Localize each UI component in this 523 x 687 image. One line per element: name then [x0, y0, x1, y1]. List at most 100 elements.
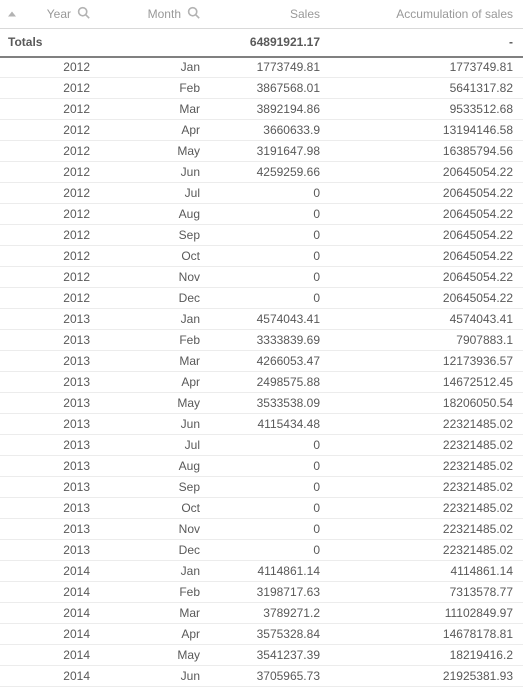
cell-accum: 20645054.22	[330, 225, 523, 246]
table-row[interactable]: 2013Mar4266053.4712173936.57	[0, 351, 523, 372]
cell-sales: 4114861.14	[210, 561, 330, 582]
totals-accum: -	[330, 29, 523, 57]
table-row[interactable]: 2013Apr2498575.8814672512.45	[0, 372, 523, 393]
table-row[interactable]: 2012Dec020645054.22	[0, 288, 523, 309]
table-row[interactable]: 2012Sep020645054.22	[0, 225, 523, 246]
cell-sales: 1773749.81	[210, 57, 330, 78]
cell-accum: 22321485.02	[330, 477, 523, 498]
cell-sales: 4115434.48	[210, 414, 330, 435]
table-row[interactable]: 2014Feb3198717.637313578.77	[0, 582, 523, 603]
cell-sales: 0	[210, 477, 330, 498]
table-row[interactable]: 2012Jul020645054.22	[0, 183, 523, 204]
search-icon[interactable]	[187, 6, 200, 22]
cell-sales: 0	[210, 498, 330, 519]
cell-year: 2013	[0, 372, 100, 393]
cell-sales: 3198717.63	[210, 582, 330, 603]
cell-year: 2014	[0, 666, 100, 687]
cell-month: May	[100, 393, 210, 414]
cell-year: 2013	[0, 414, 100, 435]
cell-accum: 22321485.02	[330, 414, 523, 435]
table-row[interactable]: 2013Feb3333839.697907883.1	[0, 330, 523, 351]
cell-sales: 3660633.9	[210, 120, 330, 141]
table-row[interactable]: 2013Jan4574043.414574043.41	[0, 309, 523, 330]
cell-year: 2013	[0, 477, 100, 498]
table-row[interactable]: 2012Aug020645054.22	[0, 204, 523, 225]
cell-accum: 18206050.54	[330, 393, 523, 414]
cell-sales: 3333839.69	[210, 330, 330, 351]
table-row[interactable]: 2013Oct022321485.02	[0, 498, 523, 519]
table-row[interactable]: 2014Apr3575328.8414678178.81	[0, 624, 523, 645]
cell-month: Feb	[100, 78, 210, 99]
cell-year: 2012	[0, 99, 100, 120]
table-row[interactable]: 2014Jun3705965.7321925381.93	[0, 666, 523, 687]
table-row[interactable]: 2014Jan4114861.144114861.14	[0, 561, 523, 582]
cell-month: Sep	[100, 225, 210, 246]
cell-year: 2012	[0, 120, 100, 141]
search-icon[interactable]	[77, 6, 90, 22]
cell-month: Sep	[100, 477, 210, 498]
cell-month: Feb	[100, 330, 210, 351]
cell-accum: 11102849.97	[330, 603, 523, 624]
totals-row: Totals 64891921.17 -	[0, 29, 523, 57]
table-row[interactable]: 2013Dec022321485.02	[0, 540, 523, 561]
cell-month: Mar	[100, 603, 210, 624]
cell-sales: 0	[210, 456, 330, 477]
cell-sales: 4574043.41	[210, 309, 330, 330]
table-row[interactable]: 2013Nov022321485.02	[0, 519, 523, 540]
table-row[interactable]: 2013Jun4115434.4822321485.02	[0, 414, 523, 435]
table-row[interactable]: 2012Jan1773749.811773749.81	[0, 57, 523, 78]
table-row[interactable]: 2012Mar3892194.869533512.68	[0, 99, 523, 120]
table-row[interactable]: 2012Apr3660633.913194146.58	[0, 120, 523, 141]
cell-sales: 0	[210, 519, 330, 540]
cell-year: 2012	[0, 57, 100, 78]
cell-sales: 0	[210, 204, 330, 225]
cell-year: 2012	[0, 162, 100, 183]
cell-year: 2013	[0, 309, 100, 330]
cell-accum: 20645054.22	[330, 267, 523, 288]
cell-sales: 0	[210, 246, 330, 267]
cell-sales: 3191647.98	[210, 141, 330, 162]
column-label: Accumulation of sales	[396, 7, 513, 21]
cell-month: Jul	[100, 435, 210, 456]
column-header-month[interactable]: Month	[100, 0, 210, 29]
cell-accum: 20645054.22	[330, 204, 523, 225]
table-body: 2012Jan1773749.811773749.812012Feb386756…	[0, 57, 523, 687]
table-row[interactable]: 2013May3533538.0918206050.54	[0, 393, 523, 414]
column-header-year[interactable]: Year	[0, 0, 100, 29]
table-row[interactable]: 2012Oct020645054.22	[0, 246, 523, 267]
table-row[interactable]: 2012Feb3867568.015641317.82	[0, 78, 523, 99]
table-row[interactable]: 2013Aug022321485.02	[0, 456, 523, 477]
cell-year: 2013	[0, 330, 100, 351]
table-row[interactable]: 2013Sep022321485.02	[0, 477, 523, 498]
cell-year: 2012	[0, 246, 100, 267]
column-header-sales[interactable]: Sales	[210, 0, 330, 29]
cell-sales: 0	[210, 267, 330, 288]
table-row[interactable]: 2012Nov020645054.22	[0, 267, 523, 288]
cell-sales: 0	[210, 435, 330, 456]
cell-sales: 4259259.66	[210, 162, 330, 183]
cell-month: Jul	[100, 183, 210, 204]
cell-sales: 0	[210, 225, 330, 246]
cell-sales: 3533538.09	[210, 393, 330, 414]
table-row[interactable]: 2012Jun4259259.6620645054.22	[0, 162, 523, 183]
cell-year: 2013	[0, 519, 100, 540]
cell-month: Nov	[100, 267, 210, 288]
table-row[interactable]: 2014Mar3789271.211102849.97	[0, 603, 523, 624]
cell-accum: 22321485.02	[330, 498, 523, 519]
cell-month: May	[100, 141, 210, 162]
cell-sales: 3541237.39	[210, 645, 330, 666]
cell-year: 2012	[0, 183, 100, 204]
cell-accum: 22321485.02	[330, 456, 523, 477]
column-label: Month	[148, 7, 181, 21]
column-header-accum[interactable]: Accumulation of sales	[330, 0, 523, 29]
cell-sales: 3789271.2	[210, 603, 330, 624]
cell-month: Oct	[100, 498, 210, 519]
table-row[interactable]: 2014May3541237.3918219416.2	[0, 645, 523, 666]
cell-year: 2012	[0, 78, 100, 99]
cell-accum: 1773749.81	[330, 57, 523, 78]
cell-year: 2012	[0, 225, 100, 246]
table-row[interactable]: 2012May3191647.9816385794.56	[0, 141, 523, 162]
cell-year: 2014	[0, 624, 100, 645]
cell-accum: 13194146.58	[330, 120, 523, 141]
table-row[interactable]: 2013Jul022321485.02	[0, 435, 523, 456]
